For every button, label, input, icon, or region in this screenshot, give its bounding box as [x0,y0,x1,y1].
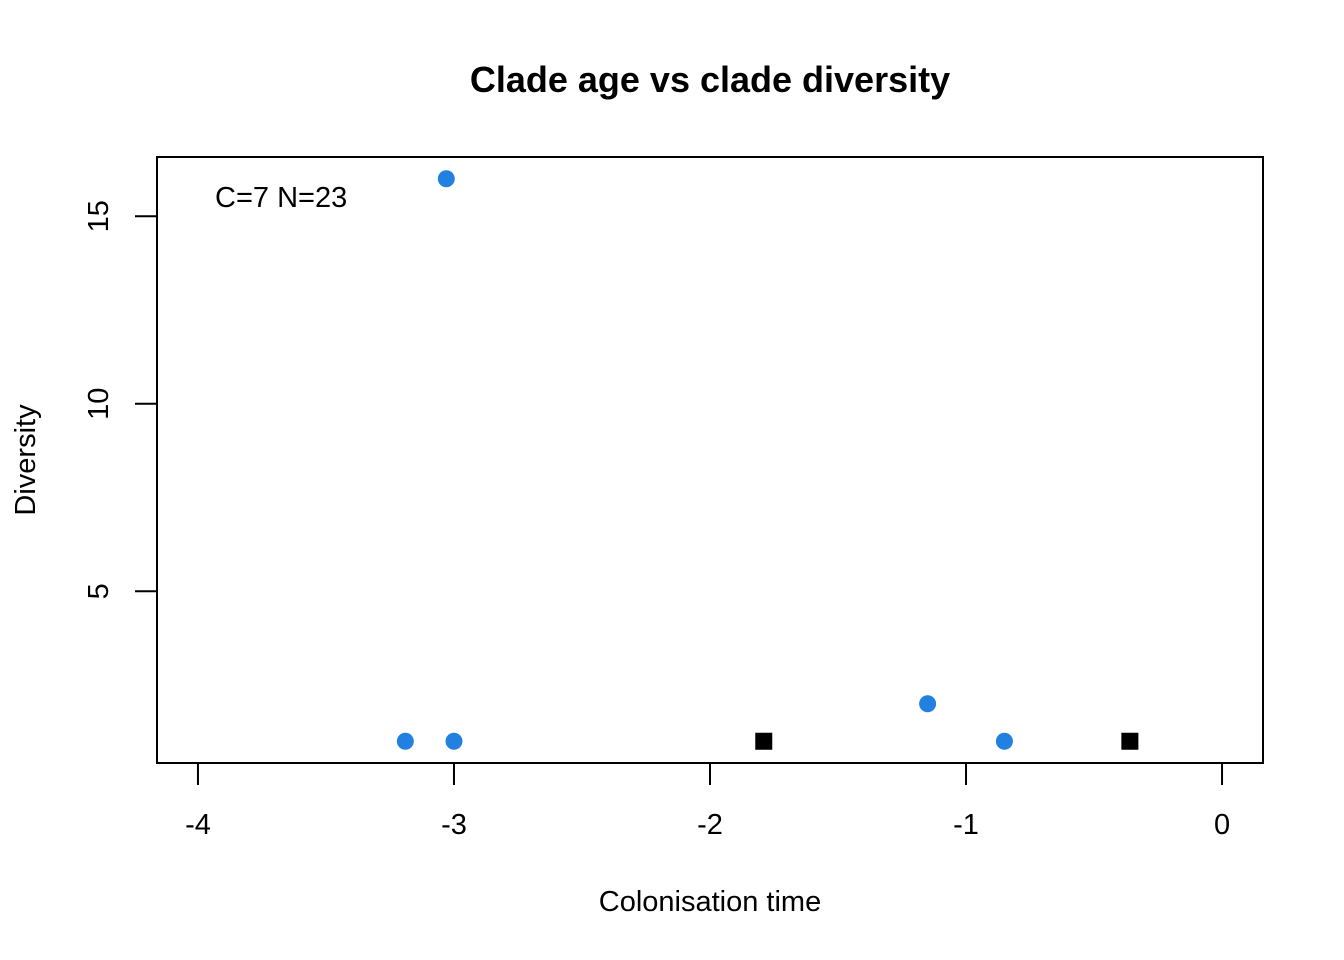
x-tick-label: -4 [185,809,211,841]
data-point [438,170,455,187]
data-point [919,695,936,712]
y-tick-label: 5 [83,583,115,599]
y-tick-label: 10 [83,388,115,420]
y-axis-label: Diversity [10,404,42,516]
x-axis: -4 -3 -2 -1 0 [185,763,1230,841]
data-point-square [1121,733,1138,750]
data-point-square [755,733,772,750]
x-tick-label: 0 [1214,809,1230,841]
y-axis: 5 10 15 [83,200,157,599]
data-point [996,733,1013,750]
data-points [397,170,1139,750]
data-point [397,733,414,750]
annotation-text: C=7 N=23 [215,182,347,214]
chart-title: Clade age vs clade diversity [470,59,950,100]
x-tick-label: -1 [953,809,979,841]
x-tick-label: -2 [697,809,723,841]
x-tick-label: -3 [441,809,467,841]
y-tick-label: 15 [83,200,115,232]
data-point [445,733,462,750]
x-axis-label: Colonisation time [599,886,821,918]
plot-frame [157,157,1263,763]
